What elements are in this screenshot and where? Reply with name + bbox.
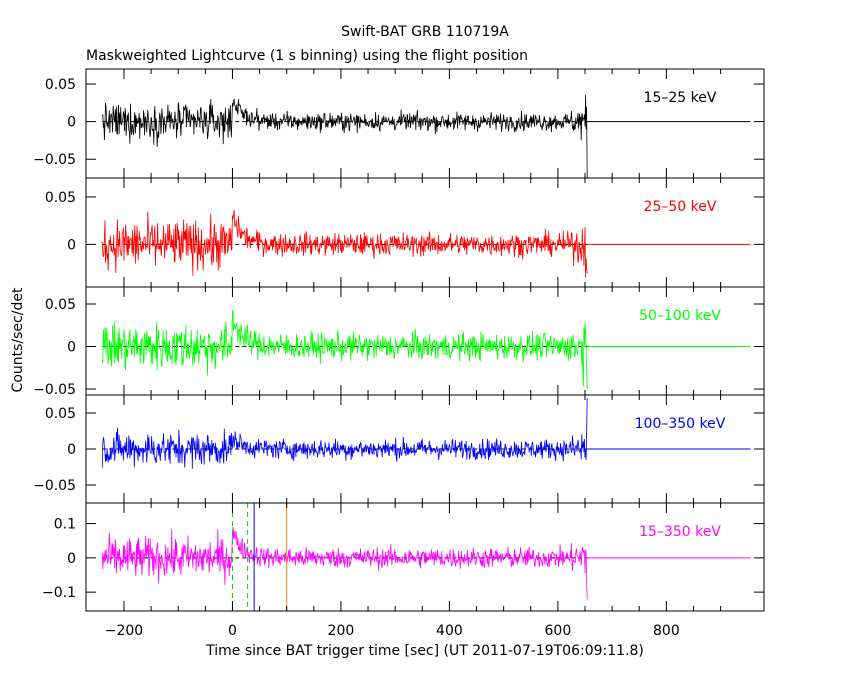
lightcurve-series [101,210,588,278]
panels: 0.05 0 −0.05 15–25 keV 0.05 0 25–50 keV 0.05 0 −0… [33,68,765,639]
band-label: 15–25 keV [644,90,717,106]
x-axis-label: Time since BAT trigger time [sec] (UT 20… [205,643,644,659]
x-tick-label: 400 [436,623,463,639]
y-tick-label: −0.05 [33,478,76,494]
x-tick-label: 0 [228,623,237,639]
panel-3: 0.05 0 −0.05 50–100 keV [33,286,765,398]
y-tick-label: −0.1 [42,585,76,601]
y-tick-label: 0 [67,115,76,131]
x-tick-label: 200 [328,623,355,639]
y-tick-label: 0.05 [45,406,76,422]
panel-1: 0.05 0 −0.05 15–25 keV [33,68,765,179]
x-tick-labels: −200 0 200 400 600 800 [105,623,680,639]
y-tick-label: −0.05 [33,382,76,398]
panel-4: 0.05 0 −0.05 100–350 keV [33,394,765,504]
lightcurve-series [101,309,588,390]
y-tick-label: 0.05 [45,297,76,313]
panel-5: 0.1 0 −0.1 15–350 keV [42,502,765,612]
chart-title: Swift-BAT GRB 110719A [341,24,509,40]
x-tick-label: −200 [105,623,143,639]
y-tick-label: 0.05 [45,77,76,93]
lightcurve-series [101,526,588,600]
band-label: 50–100 keV [639,308,721,324]
y-tick-label: 0 [67,551,76,567]
chart-subtitle: Maskweighted Lightcurve (1 s binning) us… [86,48,528,64]
lightcurve-series [101,398,588,469]
lightcurve-series [101,94,588,179]
y-tick-label: 0.05 [45,190,76,206]
y-tick-label: 0 [67,340,76,356]
y-tick-label: 0 [67,237,76,253]
x-tick-label: 800 [653,623,680,639]
y-tick-label: 0.1 [54,517,76,533]
y-tick-label: −0.05 [33,152,76,168]
band-label: 100–350 keV [635,416,726,432]
y-tick-label: 0 [67,442,76,458]
y-axis-label: Counts/sec/det [10,287,26,392]
band-label: 15–350 keV [639,524,721,540]
panel-2: 0.05 0 25–50 keV [45,177,765,288]
band-label: 25–50 keV [644,199,717,215]
x-tick-label: 600 [545,623,572,639]
panel-frame [85,177,765,288]
panel-frame [85,502,765,612]
